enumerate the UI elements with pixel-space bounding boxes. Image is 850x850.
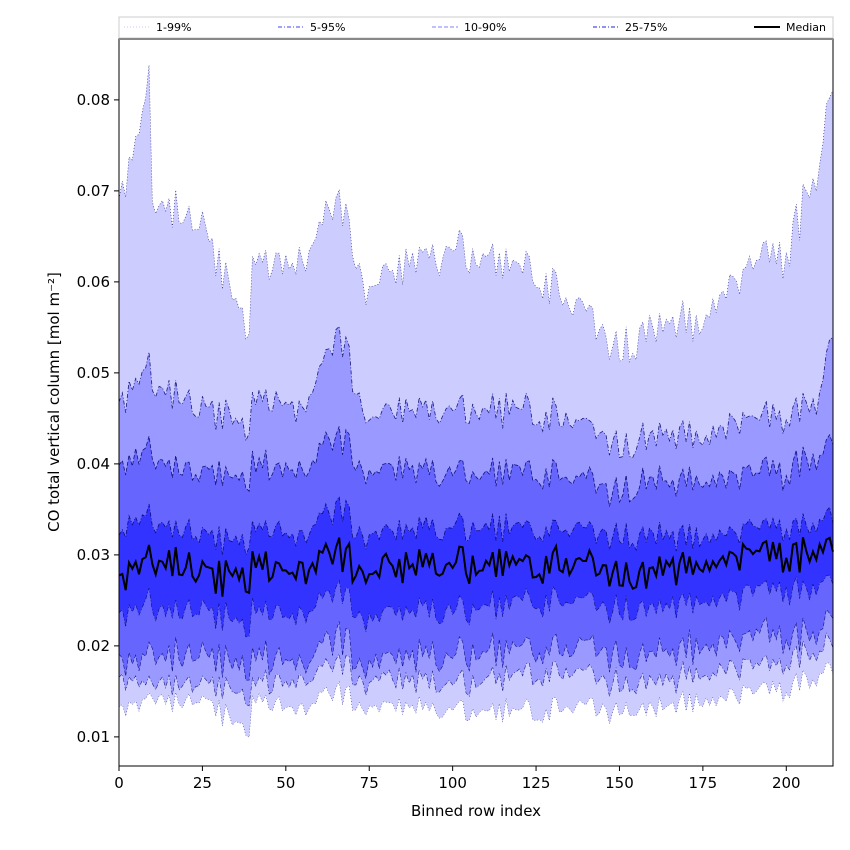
x-tick-label: 125 bbox=[522, 774, 551, 792]
x-tick-label: 150 bbox=[605, 774, 634, 792]
x-axis-label: Binned row index bbox=[411, 802, 541, 820]
plot-area bbox=[118, 37, 834, 767]
line-p90 bbox=[118, 426, 834, 507]
line-p25 bbox=[118, 574, 834, 638]
line-p5 bbox=[118, 631, 834, 707]
percentile-lines bbox=[118, 65, 834, 738]
x-tick-label: 175 bbox=[689, 774, 718, 792]
x-tick-label: 100 bbox=[438, 774, 467, 792]
y-axis-label: CO total vertical column [mol m⁻²] bbox=[45, 272, 63, 532]
y-tick-label: 0.01 bbox=[77, 728, 110, 746]
x-axis-ticks: 0 25 50 75 100 125 150 175 200 bbox=[114, 766, 801, 792]
legend-label: Median bbox=[786, 21, 826, 34]
x-tick-label: 50 bbox=[276, 774, 295, 792]
band-25-75 bbox=[119, 496, 833, 637]
legend-label: 5-95% bbox=[310, 21, 345, 34]
y-tick-label: 0.02 bbox=[77, 637, 110, 655]
legend-bottom-border bbox=[119, 38, 833, 40]
y-tick-label: 0.03 bbox=[77, 546, 110, 564]
y-tick-label: 0.05 bbox=[77, 364, 110, 382]
x-tick-label: 25 bbox=[193, 774, 212, 792]
y-tick-label: 0.07 bbox=[77, 182, 110, 200]
legend-label: 1-99% bbox=[156, 21, 191, 34]
y-tick-label: 0.04 bbox=[77, 455, 110, 473]
y-tick-label: 0.06 bbox=[77, 273, 110, 291]
x-tick-label: 200 bbox=[772, 774, 801, 792]
line-p99 bbox=[118, 65, 834, 363]
legend-label: 10-90% bbox=[464, 21, 506, 34]
line-p95 bbox=[118, 325, 834, 458]
y-tick-label: 0.08 bbox=[77, 91, 110, 109]
x-tick-label: 75 bbox=[360, 774, 379, 792]
y-axis-ticks: 0.01 0.02 0.03 0.04 0.05 0.06 0.07 0.08 bbox=[77, 91, 119, 746]
line-p1 bbox=[118, 662, 834, 738]
legend-label: 25-75% bbox=[625, 21, 667, 34]
line-p10 bbox=[118, 608, 834, 681]
line-p75 bbox=[118, 495, 834, 557]
line-median bbox=[118, 536, 834, 597]
legend: 1-99% 5-95% 10-90% 25-75% Median bbox=[118, 16, 834, 40]
x-tick-label: 0 bbox=[114, 774, 124, 792]
